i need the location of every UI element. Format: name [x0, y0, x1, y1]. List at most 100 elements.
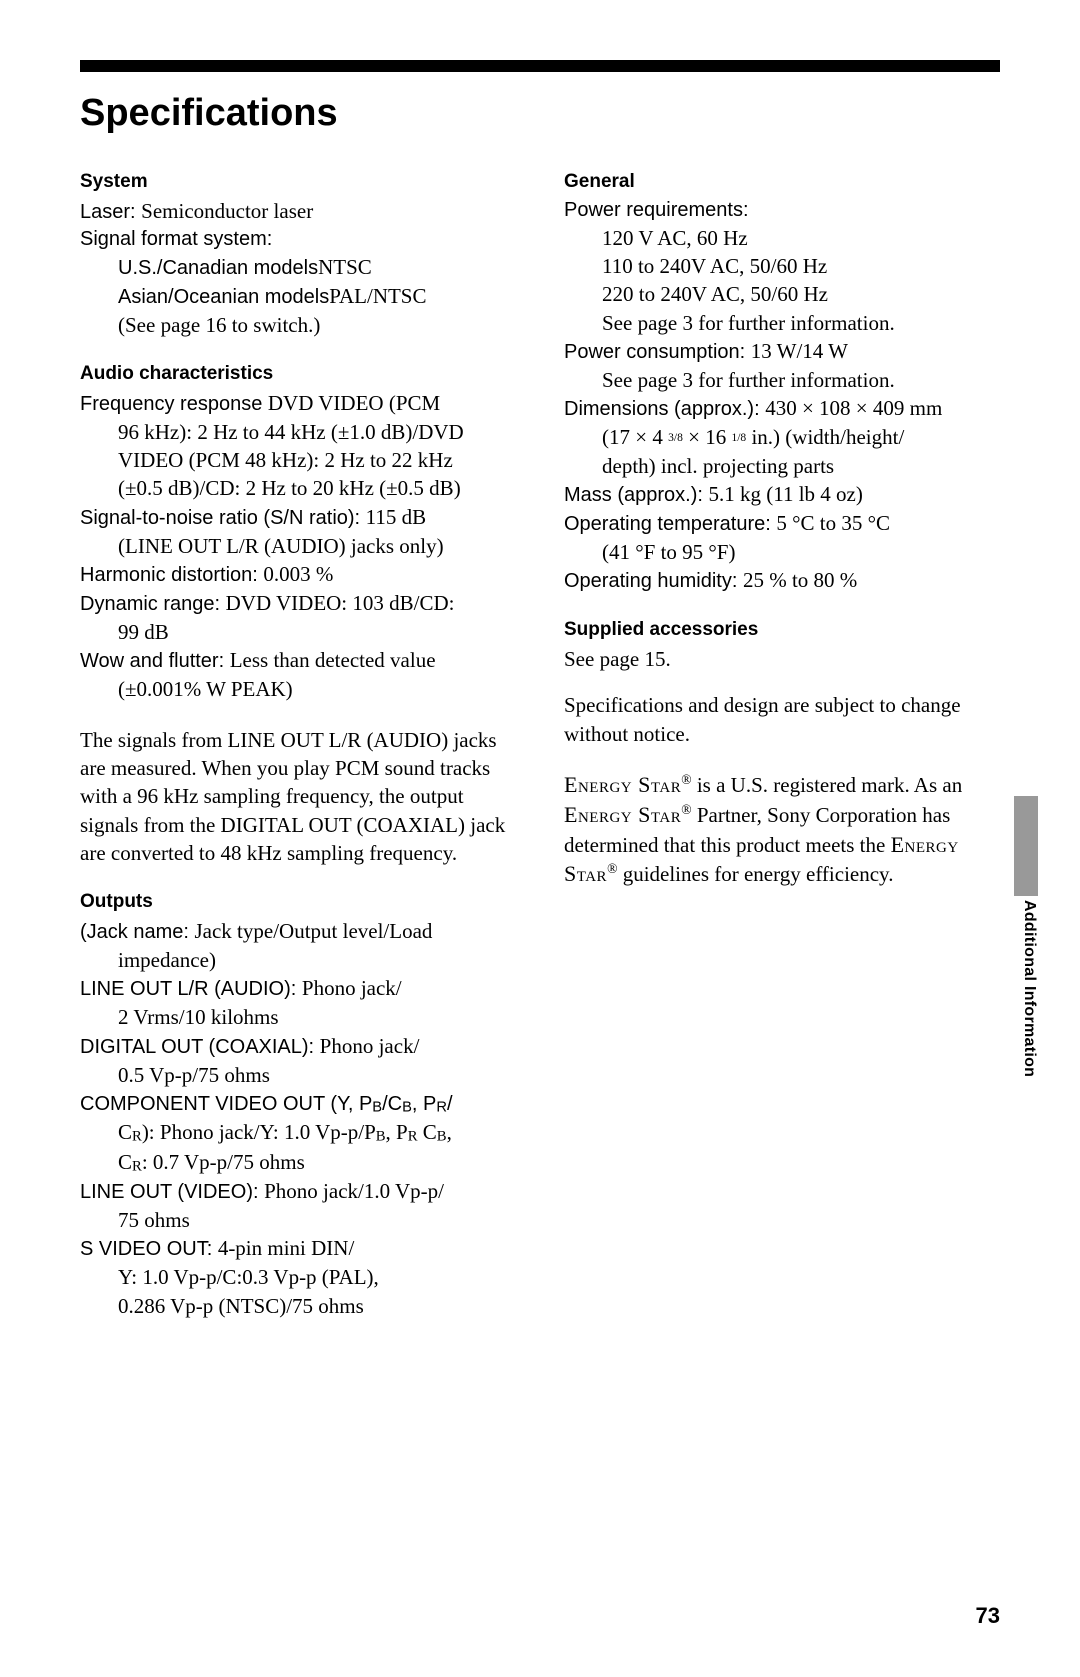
pr-l3: 220 to 240V AC, 50/60 Hz: [564, 280, 1000, 308]
cv-line2-b: B: [376, 1129, 386, 1145]
supplied-l2: Specifications and design are subject to…: [564, 691, 1000, 748]
pc-l2: See page 3 for further information.: [564, 366, 1000, 394]
jn-value: Jack type/Output level/Load: [194, 919, 432, 943]
dim-value: 430 × 108 × 409 mm: [765, 396, 942, 420]
dim-l2: (17 × 4 3/8 × 16 1/8 in.) (width/height/: [564, 423, 1000, 451]
sfs-us: U.S./Canadian modelsNTSC: [80, 253, 516, 282]
dr-label: Dynamic range:: [80, 593, 226, 615]
dim-l2a: (17 × 4: [602, 425, 668, 449]
sv-line3: 0.286 Vp-p (NTSC)/75 ohms: [80, 1292, 516, 1320]
do-value: Phono jack/: [320, 1034, 420, 1058]
cv-line2: CR): Phono jack/Y: 1.0 Vp-p/PB, PR CB,: [80, 1118, 516, 1147]
section-head-supplied: Supplied accessories: [564, 617, 1000, 643]
sfs-label: Signal format system:: [80, 226, 516, 253]
reg-icon: ®: [681, 772, 691, 787]
cv-slash2: /: [447, 1093, 453, 1115]
cv-line2c: , P: [386, 1120, 408, 1144]
sv-value: 4-pin mini DIN/: [218, 1236, 355, 1260]
ot-l2: (41 °F to 95 °F): [564, 538, 1000, 566]
cv-line2b: ): Phono jack/Y: 1.0 Vp-p/P: [142, 1120, 376, 1144]
reg-icon-3: ®: [607, 861, 617, 876]
hd-label: Harmonic distortion:: [80, 564, 263, 586]
lov-label: LINE OUT (VIDEO):: [80, 1181, 264, 1203]
es-p1c: guidelines for energy efficiency.: [617, 862, 893, 886]
dim-line: Dimensions (approx.): 430 × 108 × 409 mm: [564, 394, 1000, 423]
laser-value: Semiconductor laser: [141, 199, 313, 223]
oh-line: Operating humidity: 25 % to 80 %: [564, 566, 1000, 595]
dim-l2b: × 16: [683, 425, 732, 449]
right-column: General Power requirements: 120 V AC, 60…: [564, 169, 1000, 1320]
fr-line4: (±0.5 dB)/CD: 2 Hz to 20 kHz (±0.5 dB): [80, 474, 516, 502]
cv-sub-r: R: [436, 1100, 447, 1116]
us-value: NTSC: [318, 255, 372, 279]
cv-label1: COMPONENT VIDEO OUT: [80, 1093, 330, 1115]
lo-line2: 2 Vrms/10 kilohms: [80, 1003, 516, 1031]
dim-label: Dimensions (approx.):: [564, 398, 765, 420]
audio-paragraph: The signals from LINE OUT L/R (AUDIO) ja…: [80, 726, 516, 868]
cv-line3-r: R: [132, 1158, 142, 1174]
cv-sub-b2: B: [402, 1100, 412, 1116]
jn-label: (Jack name:: [80, 921, 194, 943]
sv-line: S VIDEO OUT: 4-pin mini DIN/: [80, 1234, 516, 1263]
sn-label: Signal-to-noise ratio (S/N ratio):: [80, 507, 366, 529]
section-head-system: System: [80, 169, 516, 195]
do-line: DIGITAL OUT (COAXIAL): Phono jack/: [80, 1032, 516, 1061]
cv-line: COMPONENT VIDEO OUT (Y, PB/CB, PR/: [80, 1089, 516, 1118]
mass-value: 5.1 kg (11 lb 4 oz): [708, 482, 862, 506]
hd-line: Harmonic distortion: 0.003 %: [80, 560, 516, 589]
section-head-audio: Audio characteristics: [80, 361, 516, 387]
dim-frac1: 3/8: [668, 432, 683, 444]
oh-value: 25 % to 80 %: [743, 568, 857, 592]
us-label: U.S./Canadian models: [118, 257, 318, 279]
content-columns: System Laser: Semiconductor laser Signal…: [80, 169, 1000, 1320]
page-number: 73: [976, 1603, 1000, 1629]
pc-line: Power consumption: 13 W/14 W: [564, 337, 1000, 366]
mass-label: Mass (approx.):: [564, 484, 708, 506]
cv-line2-r2: R: [408, 1129, 418, 1145]
fr-line: Frequency response DVD VIDEO (PCM: [80, 389, 516, 418]
do-line2: 0.5 Vp-p/75 ohms: [80, 1061, 516, 1089]
dim-l2c: in.) (width/height/: [746, 425, 904, 449]
cv-comma: , P: [412, 1093, 436, 1115]
hd-value: 0.003 %: [263, 562, 333, 586]
sn-line: Signal-to-noise ratio (S/N ratio): 115 d…: [80, 503, 516, 532]
sv-line2: Y: 1.0 Vp-p/C:0.3 Vp-p (PAL),: [80, 1263, 516, 1291]
pr-l4: See page 3 for further information.: [564, 309, 1000, 337]
cv-line3a: C: [118, 1150, 132, 1174]
lov-line: LINE OUT (VIDEO): Phono jack/1.0 Vp-p/: [80, 1177, 516, 1206]
cv-line2d: C: [418, 1120, 437, 1144]
dim-l3: depth) incl. projecting parts: [564, 452, 1000, 480]
wf-value: Less than detected value: [230, 648, 436, 672]
page-title: Specifications: [80, 92, 1000, 135]
es-p1a: is a U.S. registered mark. As an: [692, 773, 963, 797]
ot-line: Operating temperature: 5 °C to 35 °C: [564, 509, 1000, 538]
sv-label: S VIDEO OUT:: [80, 1238, 218, 1260]
reg-icon-2: ®: [681, 802, 691, 817]
fr-label: Frequency response: [80, 393, 268, 415]
pr-l1: 120 V AC, 60 Hz: [564, 224, 1000, 252]
ot-label: Operating temperature:: [564, 513, 776, 535]
oh-label: Operating humidity:: [564, 570, 743, 592]
cv-line3b: : 0.7 Vp-p/75 ohms: [142, 1150, 305, 1174]
dim-frac2: 1/8: [731, 432, 746, 444]
pr-l2: 110 to 240V AC, 50/60 Hz: [564, 252, 1000, 280]
pc-label: Power consumption:: [564, 341, 751, 363]
do-label: DIGITAL OUT (COAXIAL):: [80, 1036, 320, 1058]
cv-line2-r: R: [132, 1129, 142, 1145]
jn-line2: impedance): [80, 946, 516, 974]
page: Specifications System Laser: Semiconduct…: [0, 0, 1080, 1677]
cv-line3: CR: 0.7 Vp-p/75 ohms: [80, 1148, 516, 1177]
sn-value: 115 dB: [366, 505, 426, 529]
mass-line: Mass (approx.): 5.1 kg (11 lb 4 oz): [564, 480, 1000, 509]
wf-line2: (±0.001% W PEAK): [80, 675, 516, 703]
dr-value: DVD VIDEO: 103 dB/CD:: [226, 591, 455, 615]
header-rule: [80, 60, 1000, 72]
jn-line: (Jack name: Jack type/Output level/Load: [80, 917, 516, 946]
cv-line2a: C: [118, 1120, 132, 1144]
left-column: System Laser: Semiconductor laser Signal…: [80, 169, 516, 1320]
wf-line: Wow and flutter: Less than detected valu…: [80, 646, 516, 675]
asia-note: (See page 16 to switch.): [80, 311, 516, 339]
laser-label: Laser:: [80, 201, 141, 223]
sn-line2: (LINE OUT L/R (AUDIO) jacks only): [80, 532, 516, 560]
asia-value: PAL/NTSC: [329, 284, 426, 308]
